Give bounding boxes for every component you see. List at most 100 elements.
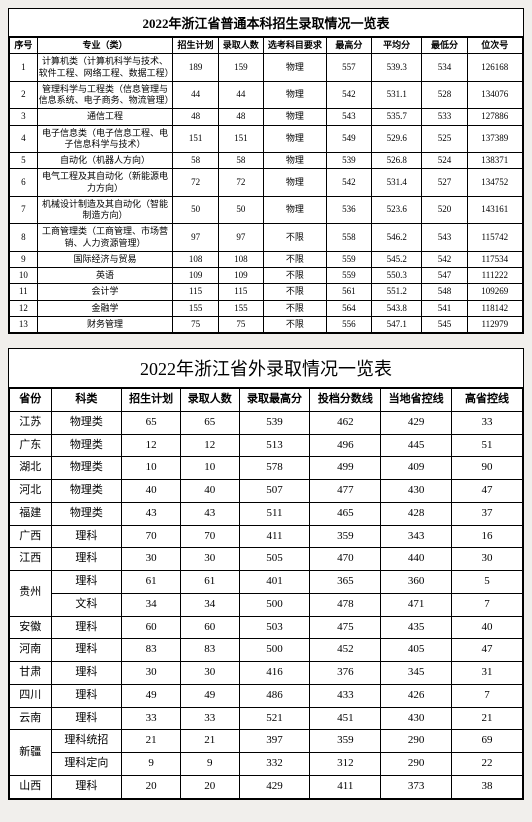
table2-cell-max: 503 [239,616,310,639]
out-of-province-table-wrap: 2022年浙江省外录取情况一览表 省份科类招生计划录取人数录取最高分投档分数线当… [8,348,524,800]
table1-cell-major: 自动化（机器人方向） [37,153,173,169]
table2-cell-num: 21 [180,730,239,753]
table2-cell-line: 452 [310,639,381,662]
table2-row: 四川理科49494864334267 [10,684,523,707]
table2-header-cell: 科类 [51,389,122,412]
table2-cell-num: 34 [180,593,239,616]
table2-cell-plan: 40 [122,480,181,503]
table1-cell-seq: 7 [10,196,38,224]
table1-cell-plan: 58 [173,153,218,169]
table1-cell-max: 536 [326,196,371,224]
table1-cell-num: 50 [218,196,263,224]
table2-header-cell: 招生计划 [122,389,181,412]
table2-cell-sub: 物理类 [51,480,122,503]
table2-cell-num: 30 [180,548,239,571]
table2-cell-pctl: 471 [381,593,452,616]
table1-cell-seq: 12 [10,300,38,316]
table2-cell-line: 499 [310,457,381,480]
table1-cell-req: 物理 [263,169,326,197]
table2-row: 广东物理类121251349644551 [10,434,523,457]
table2-cell-plan: 49 [122,684,181,707]
table1-cell-max: 557 [326,54,371,82]
table1-cell-rank: 127886 [467,109,522,125]
table1-cell-max: 556 [326,316,371,332]
table1-cell-min: 541 [422,300,467,316]
out-of-province-table: 2022年浙江省外录取情况一览表 省份科类招生计划录取人数录取最高分投档分数线当… [9,349,523,799]
table1-header-cell: 位次号 [467,38,522,54]
table2-cell-hctl: 7 [452,684,523,707]
table1-cell-max: 542 [326,169,371,197]
table1-cell-num: 58 [218,153,263,169]
table2-cell-pctl: 409 [381,457,452,480]
table1-cell-req: 物理 [263,153,326,169]
table1-cell-major: 英语 [37,268,173,284]
table2-cell-pctl: 428 [381,502,452,525]
table2-cell-prov: 江西 [10,548,52,571]
table2-cell-pctl: 290 [381,730,452,753]
table1-row: 3通信工程4848物理543535.7533127886 [10,109,523,125]
table2-cell-sub: 理科 [51,548,122,571]
table2-cell-plan: 34 [122,593,181,616]
table1-row: 1计算机类（计算机科学与技术、软件工程、网络工程、数据工程）189159物理55… [10,54,523,82]
table2-cell-prov: 广西 [10,525,52,548]
table2-cell-plan: 20 [122,775,181,798]
table1-title: 2022年浙江省普通本科招生录取情况一览表 [9,9,523,37]
table1-cell-avg: 550.3 [372,268,422,284]
table2-header-cell: 投档分数线 [310,389,381,412]
table2-cell-pctl: 343 [381,525,452,548]
table2-cell-prov: 湖北 [10,457,52,480]
table2-cell-hctl: 69 [452,730,523,753]
table2-cell-max: 578 [239,457,310,480]
table2-cell-num: 10 [180,457,239,480]
table1-cell-plan: 72 [173,169,218,197]
table1-row: 6电气工程及其自动化（新能源电力方向）7272物理542531.45271347… [10,169,523,197]
table2-cell-hctl: 38 [452,775,523,798]
table2-cell-line: 376 [310,662,381,685]
table1-cell-major: 金融学 [37,300,173,316]
table2-cell-line: 451 [310,707,381,730]
table2-cell-sub: 物理类 [51,411,122,434]
table2-cell-line: 465 [310,502,381,525]
table1-cell-rank: 134752 [467,169,522,197]
table1-row: 9国际经济与贸易108108不限559545.2542117534 [10,251,523,267]
table2-row: 贵州理科61614013653605 [10,571,523,594]
table1-cell-max: 564 [326,300,371,316]
table1-cell-avg: 531.4 [372,169,422,197]
table1-cell-min: 545 [422,316,467,332]
table1-cell-seq: 13 [10,316,38,332]
table2-cell-sub: 文科 [51,593,122,616]
table1-cell-num: 109 [218,268,263,284]
table2-cell-num: 60 [180,616,239,639]
table2-cell-line: 359 [310,730,381,753]
table1-header-cell: 录取人数 [218,38,263,54]
table2-cell-prov: 甘肃 [10,662,52,685]
table2-cell-hctl: 22 [452,753,523,776]
table1-cell-major: 电子信息类（电子信息工程、电子信息科学与技术） [37,125,173,153]
table2-row: 文科34345004784717 [10,593,523,616]
table1-cell-plan: 109 [173,268,218,284]
table2-cell-plan: 43 [122,502,181,525]
table2-cell-hctl: 21 [452,707,523,730]
table1-row: 12金融学155155不限564543.8541118142 [10,300,523,316]
table2-cell-line: 478 [310,593,381,616]
table1-cell-max: 558 [326,224,371,252]
table1-row: 8工商管理类（工商管理、市场营销、人力资源管理）9797不限558546.254… [10,224,523,252]
table1-header-cell: 最高分 [326,38,371,54]
table2-cell-num: 43 [180,502,239,525]
table1-cell-rank: 137389 [467,125,522,153]
table2-cell-sub: 理科 [51,775,122,798]
table2-cell-num: 20 [180,775,239,798]
table2-cell-pctl: 445 [381,434,452,457]
table1-row: 4电子信息类（电子信息工程、电子信息科学与技术）151151物理549529.6… [10,125,523,153]
table2-cell-sub: 理科 [51,684,122,707]
table2-title: 2022年浙江省外录取情况一览表 [9,349,523,388]
zhejiang-undergrad-table-wrap: 2022年浙江省普通本科招生录取情况一览表 序号专业（类）招生计划录取人数选考科… [8,8,524,334]
table1-cell-req: 不限 [263,268,326,284]
table1-cell-req: 不限 [263,224,326,252]
table1-cell-min: 543 [422,224,467,252]
table2-cell-hctl: 47 [452,480,523,503]
table2-cell-max: 429 [239,775,310,798]
table2-cell-hctl: 40 [452,616,523,639]
table1-cell-major: 财务管理 [37,316,173,332]
table1-cell-req: 不限 [263,251,326,267]
